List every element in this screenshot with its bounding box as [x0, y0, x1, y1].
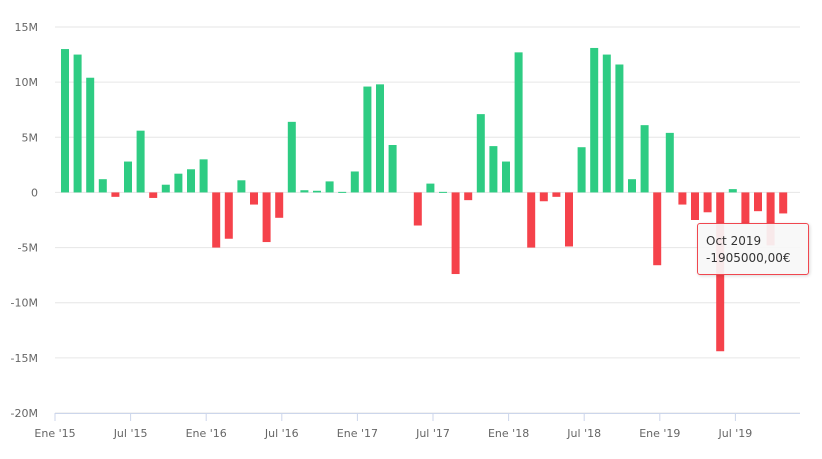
bar — [187, 169, 195, 193]
bar — [514, 52, 523, 193]
bar — [224, 192, 233, 239]
x-tick-label: Ene '15 — [34, 427, 75, 440]
bar — [313, 190, 321, 193]
bar — [565, 192, 573, 247]
y-tick-label: 10M — [15, 76, 39, 89]
bar — [703, 192, 712, 213]
bar — [754, 192, 762, 212]
bar — [300, 190, 309, 193]
bar — [678, 192, 687, 205]
bar — [728, 189, 737, 193]
bar — [489, 146, 498, 193]
bar — [136, 130, 145, 193]
y-tick-label: 0 — [31, 186, 38, 199]
bar — [149, 192, 158, 198]
bar — [287, 121, 296, 193]
x-tick-label: Ene '17 — [337, 427, 378, 440]
bar — [376, 84, 384, 193]
bar — [426, 183, 435, 193]
bar — [61, 49, 69, 193]
bar — [615, 64, 624, 193]
bar — [338, 191, 347, 193]
x-tick-label: Ene '19 — [639, 427, 680, 440]
bar — [476, 114, 485, 193]
bar — [161, 184, 170, 193]
x-tick-label: Jul '18 — [566, 427, 601, 440]
bar — [98, 179, 107, 193]
bar — [262, 192, 271, 243]
y-tick-label: -5M — [18, 242, 38, 255]
bar — [363, 86, 372, 193]
x-tick-label: Ene '16 — [186, 427, 227, 440]
bar — [602, 54, 611, 193]
x-tick-label: Jul '17 — [415, 427, 450, 440]
bar — [86, 77, 95, 193]
bar — [174, 173, 183, 193]
x-tick-label: Ene '18 — [488, 427, 529, 440]
bar — [741, 192, 750, 225]
bar — [628, 179, 636, 193]
bar — [539, 192, 548, 202]
y-tick-label: 5M — [22, 131, 39, 144]
bar — [325, 181, 334, 193]
bar — [691, 192, 699, 220]
bar — [388, 145, 397, 193]
bar — [653, 192, 662, 266]
bar — [527, 192, 536, 248]
y-tick-label: -10M — [11, 297, 38, 310]
bar — [111, 192, 120, 197]
bar — [124, 161, 132, 193]
bar — [552, 192, 561, 197]
bar — [665, 132, 674, 193]
y-tick-label: -20M — [11, 407, 38, 420]
bar — [439, 191, 447, 193]
bar — [640, 125, 649, 193]
tooltip-value: -1905000,00€ — [706, 251, 791, 265]
tooltip: Oct 2019 -1905000,00€ — [697, 223, 809, 275]
x-tick-label: Jul '16 — [264, 427, 299, 440]
bar — [237, 180, 246, 193]
bar — [502, 161, 510, 193]
bar — [73, 54, 82, 193]
bar — [779, 192, 788, 214]
bar — [464, 192, 473, 201]
tooltip-title: Oct 2019 — [706, 234, 762, 248]
bar — [590, 47, 599, 193]
bar — [413, 192, 422, 226]
bar — [275, 192, 284, 218]
bar — [199, 159, 208, 193]
bar — [350, 171, 359, 193]
y-tick-label: -15M — [11, 352, 38, 365]
bar — [250, 192, 258, 205]
bar — [577, 147, 586, 193]
x-tick-label: Jul '15 — [113, 427, 148, 440]
bar — [766, 192, 775, 246]
bar — [451, 192, 460, 275]
bar — [212, 192, 221, 248]
x-tick-label: Jul '19 — [718, 427, 753, 440]
y-tick-label: 15M — [15, 21, 39, 34]
